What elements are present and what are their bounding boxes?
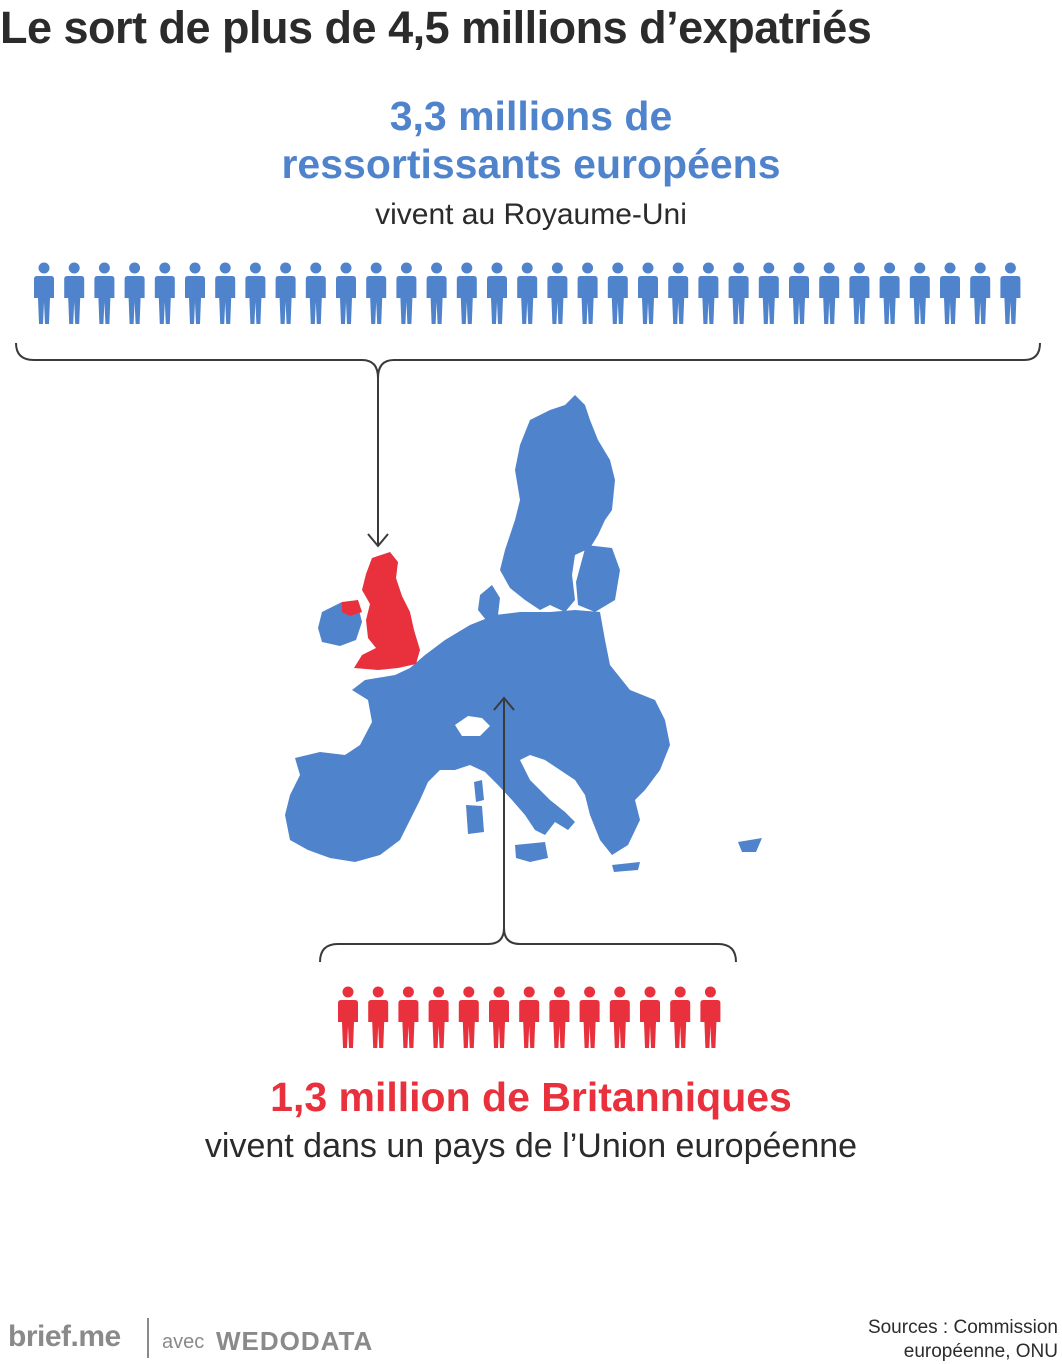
person-icon	[428, 986, 449, 1048]
person-icon	[398, 986, 419, 1048]
person-icon	[909, 262, 930, 324]
person-icon	[489, 986, 509, 1048]
person-icon	[124, 262, 145, 324]
eu-headline-line2: ressortissants européens	[281, 141, 781, 187]
cyprus-shape	[738, 838, 762, 852]
uk-subline: vivent dans un pays de l’Union européenn…	[204, 1127, 858, 1165]
eu-people-row	[34, 262, 1021, 324]
finland-shape	[556, 462, 590, 552]
person-icon	[668, 262, 689, 324]
person-icon	[64, 262, 85, 324]
page-title: Le sort de plus de 4,5 millions d’expatr…	[0, 2, 872, 53]
person-icon	[819, 262, 840, 324]
person-icon	[640, 986, 660, 1048]
person-icon	[698, 262, 719, 324]
person-icon	[670, 986, 691, 1048]
person-icon	[94, 262, 115, 324]
baltics-shape	[576, 545, 620, 612]
person-icon	[245, 262, 266, 324]
brand-divider	[147, 1318, 149, 1358]
northern-ireland-shape	[342, 600, 362, 616]
person-icon	[849, 262, 870, 324]
person-icon	[305, 262, 326, 324]
person-icon	[577, 262, 598, 324]
person-icon	[368, 986, 389, 1048]
person-icon	[517, 262, 538, 324]
person-icon	[458, 986, 479, 1048]
footer-with: avec	[162, 1331, 205, 1353]
person-icon	[789, 262, 809, 324]
person-icon	[396, 262, 417, 324]
person-icon	[366, 262, 387, 324]
person-icon	[547, 262, 568, 324]
person-icon	[609, 986, 630, 1048]
europe-map-icon	[285, 395, 762, 872]
person-icon	[185, 262, 205, 324]
eu-headline-line1: 3,3 millions de	[389, 93, 673, 139]
crete-shape	[612, 862, 640, 872]
person-icon	[638, 262, 658, 324]
united-kingdom-shape	[354, 552, 420, 670]
person-icon	[879, 262, 900, 324]
person-icon	[338, 986, 358, 1048]
corsica-shape	[474, 780, 484, 802]
scandinavia-shape	[500, 395, 615, 612]
person-icon	[579, 986, 600, 1048]
switzerland-gap	[455, 716, 490, 736]
person-icon	[487, 262, 507, 324]
sources-note: Sources : Commission européenne, ONU	[868, 1316, 1058, 1364]
uk-headline: 1,3 million de Britanniques	[270, 1074, 792, 1120]
person-icon	[336, 262, 356, 324]
arrow-to-uk-head	[367, 533, 389, 548]
person-icon	[154, 262, 175, 324]
person-icon	[1000, 262, 1021, 324]
uk-people-row	[338, 986, 721, 1048]
person-icon	[758, 262, 779, 324]
person-icon	[728, 262, 749, 324]
person-icon	[275, 262, 296, 324]
bottom-brace	[319, 927, 737, 963]
sicily-shape	[515, 842, 548, 862]
person-icon	[426, 262, 447, 324]
person-icon	[519, 986, 540, 1048]
person-icon	[940, 262, 960, 324]
person-icon	[456, 262, 477, 324]
arrow-to-eu-head	[493, 696, 515, 711]
person-icon	[34, 262, 54, 324]
person-icon	[607, 262, 628, 324]
sources-line2: européenne, ONU	[903, 1341, 1058, 1362]
person-icon	[970, 262, 991, 324]
brand-logo: brief.me	[8, 1320, 121, 1353]
person-icon	[549, 986, 570, 1048]
sardinia-shape	[466, 805, 484, 834]
person-icon	[215, 262, 236, 324]
partner-logo: WEDODATA	[216, 1326, 374, 1356]
eu-subline: vivent au Royaume-Uni	[375, 198, 687, 231]
sources-line1: Sources : Commission	[867, 1317, 1058, 1338]
denmark-shape	[478, 585, 500, 620]
person-icon	[700, 986, 721, 1048]
